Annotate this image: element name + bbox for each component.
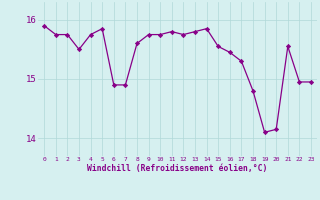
X-axis label: Windchill (Refroidissement éolien,°C): Windchill (Refroidissement éolien,°C) [87, 164, 268, 173]
